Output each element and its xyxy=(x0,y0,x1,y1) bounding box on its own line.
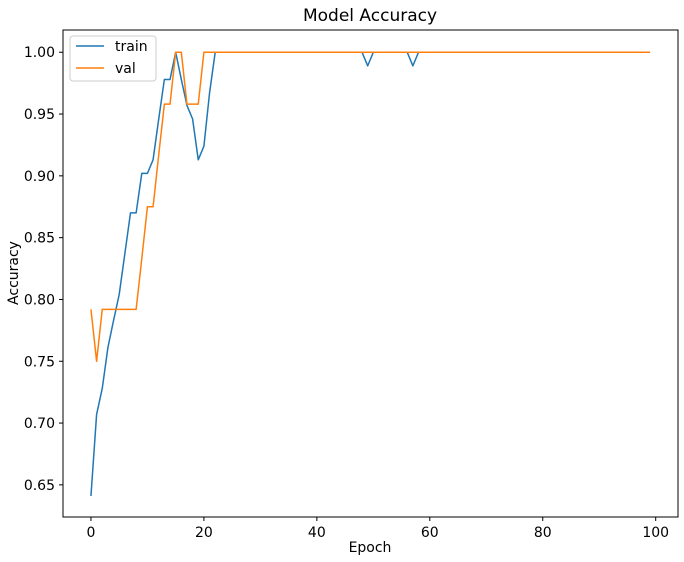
y-axis-ticks: 0.65 0.70 0.75 0.80 0.85 0.90 0.95 1.00 xyxy=(24,45,63,494)
series-line-train xyxy=(90,51,651,497)
legend-box xyxy=(69,35,157,82)
x-axis-label: Epoch xyxy=(349,540,392,556)
y-tick-label: 0.95 xyxy=(24,107,55,123)
x-tick-label: 80 xyxy=(534,525,552,541)
plot-frame xyxy=(62,29,679,518)
x-tick-label: 40 xyxy=(308,525,326,541)
y-tick-label: 0.70 xyxy=(24,416,55,432)
y-tick-label: 0.75 xyxy=(24,354,55,370)
y-tick-label: 0.80 xyxy=(24,292,55,308)
x-axis-ticks: 0 20 40 60 80 100 xyxy=(86,517,669,541)
y-tick-label: 1.00 xyxy=(24,45,55,61)
x-tick-label: 100 xyxy=(642,525,669,541)
legend: train val xyxy=(69,35,157,82)
y-axis-label: Accuracy xyxy=(6,241,22,305)
legend-label-train: train xyxy=(115,39,148,55)
series-line-val xyxy=(90,51,651,363)
x-tick-label: 0 xyxy=(86,525,95,541)
legend-label-val: val xyxy=(115,61,136,77)
x-tick-label: 20 xyxy=(195,525,213,541)
y-tick-label: 0.85 xyxy=(24,231,55,247)
chart-title: Model Accuracy xyxy=(303,6,437,26)
x-tick-label: 60 xyxy=(421,525,439,541)
plot-lines xyxy=(90,51,651,497)
y-tick-label: 0.90 xyxy=(24,169,55,185)
y-tick-label: 0.65 xyxy=(24,478,55,494)
